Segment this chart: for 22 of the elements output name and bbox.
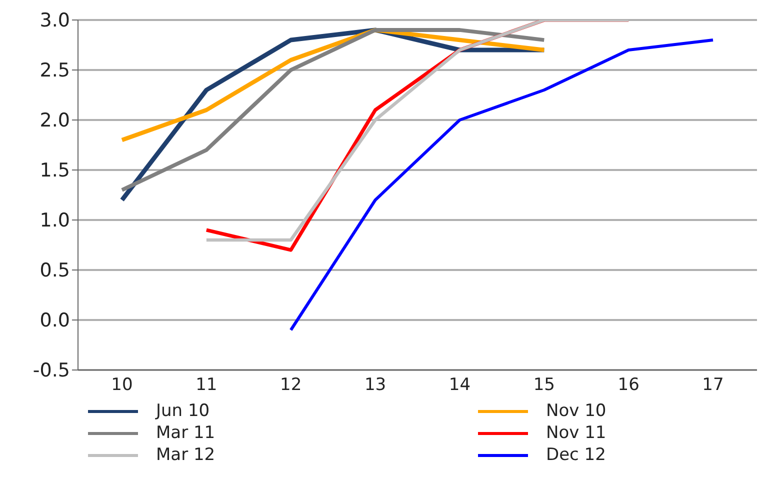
legend-label: Nov 11 [546,422,606,444]
y-tick-label: 0.5 [40,260,70,282]
legend-label: Nov 10 [546,400,606,422]
legend-label: Mar 12 [156,444,216,466]
y-tick-label: -0.5 [32,360,70,382]
legend-label: Mar 11 [156,422,216,444]
x-tick-label: 15 [533,375,555,396]
x-tick-label: 17 [702,375,724,396]
legend-label: Jun 10 [156,400,210,422]
y-tick-label: 1.5 [40,160,70,182]
y-tick-label: 2.0 [40,110,70,132]
x-tick-label: 14 [448,375,471,396]
x-tick-label: 12 [280,375,302,396]
x-tick-label: 11 [196,375,218,396]
x-tick-label: 10 [111,375,133,396]
x-tick-label: 13 [364,375,386,396]
x-tick-label: 16 [618,375,640,396]
y-tick-label: 2.5 [40,60,70,82]
y-tick-label: 3.0 [40,10,70,32]
y-tick-label: 0.0 [40,310,70,332]
y-tick-label: 1.0 [40,210,70,232]
legend-label: Dec 12 [546,444,606,466]
